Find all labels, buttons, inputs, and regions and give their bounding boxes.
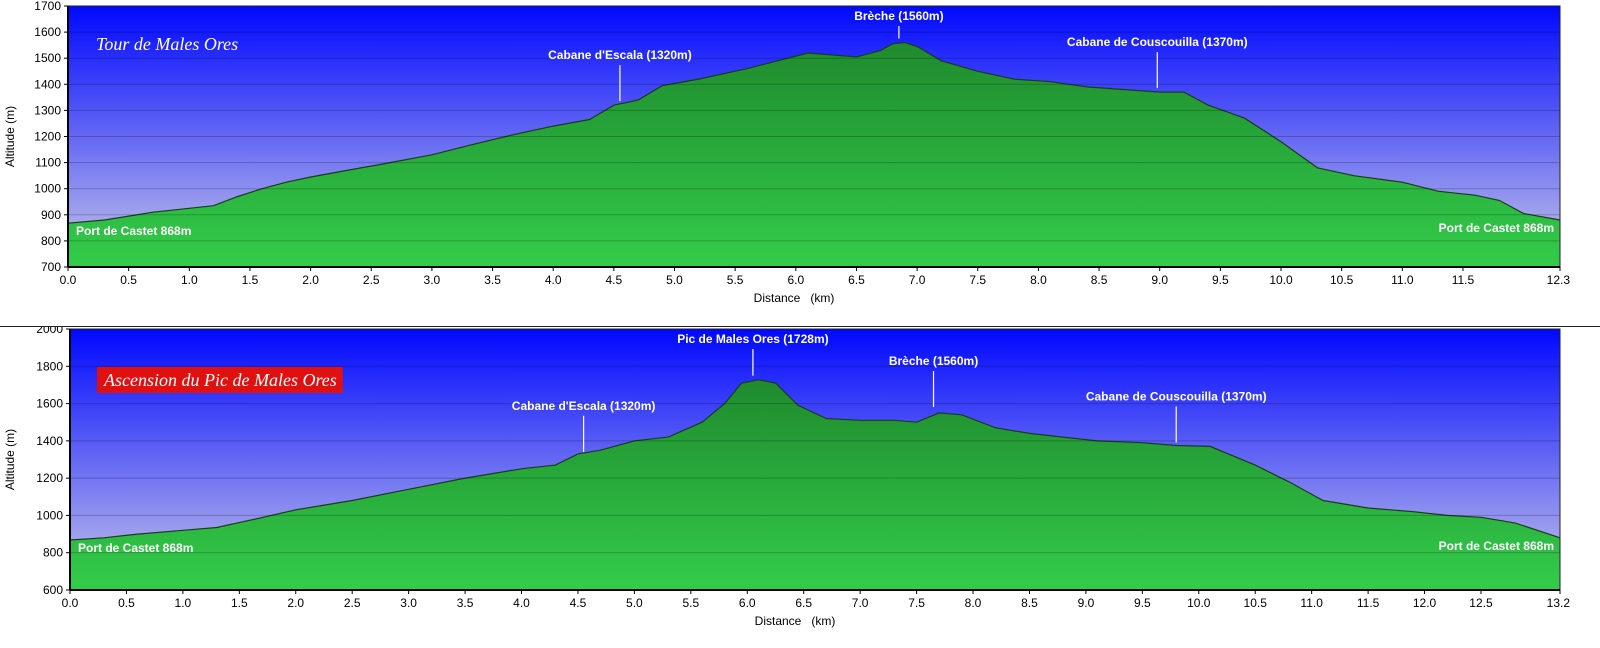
y-tick-label: 1000 (36, 508, 63, 522)
y-tick-label: 1100 (35, 156, 61, 170)
elevation-area (70, 379, 1560, 590)
y-tick-label: 2000 (36, 327, 63, 336)
x-tick-label: 2.5 (344, 596, 361, 610)
x-tick-label: 9.0 (1078, 596, 1095, 610)
x-tick-label: 5.0 (626, 596, 643, 610)
x-tick-label: 3.0 (400, 596, 417, 610)
y-axis-label: Altitude (m) (3, 106, 17, 167)
chart-tour-de-males-ores: 700 800 900 1000 1100 1200 1300 1400 1500 1600 170… (3, 0, 1571, 305)
annotation-label: Cabane d'Escala (1320m) (548, 48, 692, 62)
y-tick-label: 1600 (36, 397, 63, 411)
x-tick-label: 8.5 (1021, 596, 1038, 610)
x-tick-label: 9.5 (1134, 596, 1151, 610)
annotation-label: Port de Castet 868m (1439, 221, 1554, 235)
annotation-label: Pic de Males Ores (1728m) (677, 332, 828, 346)
x-tick-label: 0.5 (118, 596, 135, 610)
annotation-label: Port de Castet 868m (78, 541, 193, 555)
x-tick-label: 11.5 (1357, 596, 1380, 610)
x-tick-label: 2.0 (302, 273, 319, 287)
x-tick-label: 0.5 (120, 273, 137, 287)
y-tick-label: 800 (41, 234, 61, 248)
elevation-line (67, 41, 1561, 224)
x-tick-label: 4.0 (545, 273, 562, 287)
x-tick-label: 11.5 (1452, 273, 1475, 287)
annotation-label: Brèche (1560m) (889, 354, 978, 368)
y-tick-label: 1600 (34, 25, 61, 39)
y-axis-label: Altitude (m) (3, 429, 17, 490)
x-tick-label: 9.5 (1212, 273, 1229, 287)
x-tick-label: 7.0 (909, 273, 926, 287)
x-axis-label: Distance (km) (755, 614, 836, 628)
x-tick-label: 7.5 (969, 273, 986, 287)
chart-title-box (97, 367, 343, 393)
x-tick-label: 13.2 (1547, 596, 1571, 610)
elevation-chart-1: 700 800 900 1000 1100 1200 1300 1400 1500 1600 170… (3, 0, 1571, 305)
annotation-label: Port de Castet 868m (76, 224, 191, 238)
x-tick-label: 1.5 (242, 273, 259, 287)
x-tick-label: 10.5 (1244, 596, 1268, 610)
y-tick-label: 1800 (36, 359, 63, 373)
elevation-area (68, 42, 1560, 267)
y-tick-label: 1400 (34, 77, 61, 91)
annotation-label: Cabane de Couscouilla (1370m) (1067, 35, 1248, 49)
chart-ascension-pic: 600 800 1000 1200 1400 1600 1800 2000 0.0 0.5 1.0 1… (0, 327, 1600, 648)
x-tick-label: 3.5 (457, 596, 474, 610)
x-tick-label: 1.0 (181, 273, 198, 287)
x-tick-label: 0.0 (60, 273, 77, 287)
x-tick-label: 5.5 (682, 596, 699, 610)
x-tick-label: 3.5 (484, 273, 501, 287)
x-tick-label: 3.0 (424, 273, 441, 287)
x-tick-label: 4.5 (606, 273, 623, 287)
x-tick-label: 1.5 (231, 596, 248, 610)
x-tick-label: 10.0 (1187, 596, 1211, 610)
x-tick-label: 5.5 (727, 273, 744, 287)
x-tick-label: 12.5 (1469, 596, 1493, 610)
x-tick-label: 7.5 (908, 596, 925, 610)
x-tick-label: 4.0 (513, 596, 530, 610)
annotation-label: Brèche (1560m) (854, 9, 943, 23)
y-tick-label: 1700 (34, 0, 61, 13)
y-tick-label: 900 (41, 208, 61, 222)
x-tick-label: 10.0 (1269, 273, 1293, 287)
chart-divider (0, 326, 1600, 327)
y-tick-label: 1200 (36, 471, 63, 485)
x-tick-label: 7.0 (852, 596, 869, 610)
y-tick-label: 800 (43, 546, 63, 560)
x-tick-label: 2.5 (363, 273, 380, 287)
x-tick-label: 5.0 (666, 273, 683, 287)
y-tick-label: 1200 (34, 130, 61, 144)
chart-title: Tour de Males Ores (96, 34, 238, 54)
elevation-chart-2: 600 800 1000 1200 1400 1600 1800 2000 0.0 0.5 1.0 1… (3, 327, 1571, 628)
x-tick-label: 8.0 (1030, 273, 1047, 287)
x-tick-label: 1.0 (175, 596, 192, 610)
x-tick-label: 12.3 (1547, 273, 1571, 287)
y-tick-label: 600 (43, 583, 63, 597)
x-tick-label: 11.0 (1300, 596, 1323, 610)
x-tick-label: 6.5 (848, 273, 865, 287)
x-tick-label: 6.0 (739, 596, 756, 610)
x-tick-label: 8.0 (965, 596, 982, 610)
y-tick-label: 1000 (34, 182, 61, 196)
chart-title: Ascension du Pic de Males Ores (103, 370, 337, 390)
x-tick-label: 0.0 (62, 596, 79, 610)
x-tick-label: 6.5 (795, 596, 812, 610)
x-tick-label: 8.5 (1091, 273, 1108, 287)
x-tick-label: 9.0 (1151, 273, 1168, 287)
annotation-label: Cabane d'Escala (1320m) (512, 399, 656, 413)
y-tick-label: 1400 (36, 434, 63, 448)
x-axis-label: Distance (km) (754, 291, 835, 305)
y-tick-label: 700 (41, 260, 61, 274)
x-tick-label: 4.5 (570, 596, 587, 610)
x-tick-label: 11.0 (1391, 273, 1414, 287)
x-tick-label: 2.0 (287, 596, 304, 610)
y-tick-label: 1500 (34, 51, 61, 65)
y-tick-label: 1300 (34, 103, 61, 117)
annotation-label: Cabane de Couscouilla (1370m) (1086, 389, 1267, 403)
elevation-line (69, 379, 1561, 541)
x-tick-label: 12.0 (1413, 596, 1437, 610)
x-tick-label: 6.0 (787, 273, 804, 287)
x-tick-label: 10.5 (1330, 273, 1354, 287)
annotation-label: Port de Castet 868m (1439, 539, 1554, 553)
